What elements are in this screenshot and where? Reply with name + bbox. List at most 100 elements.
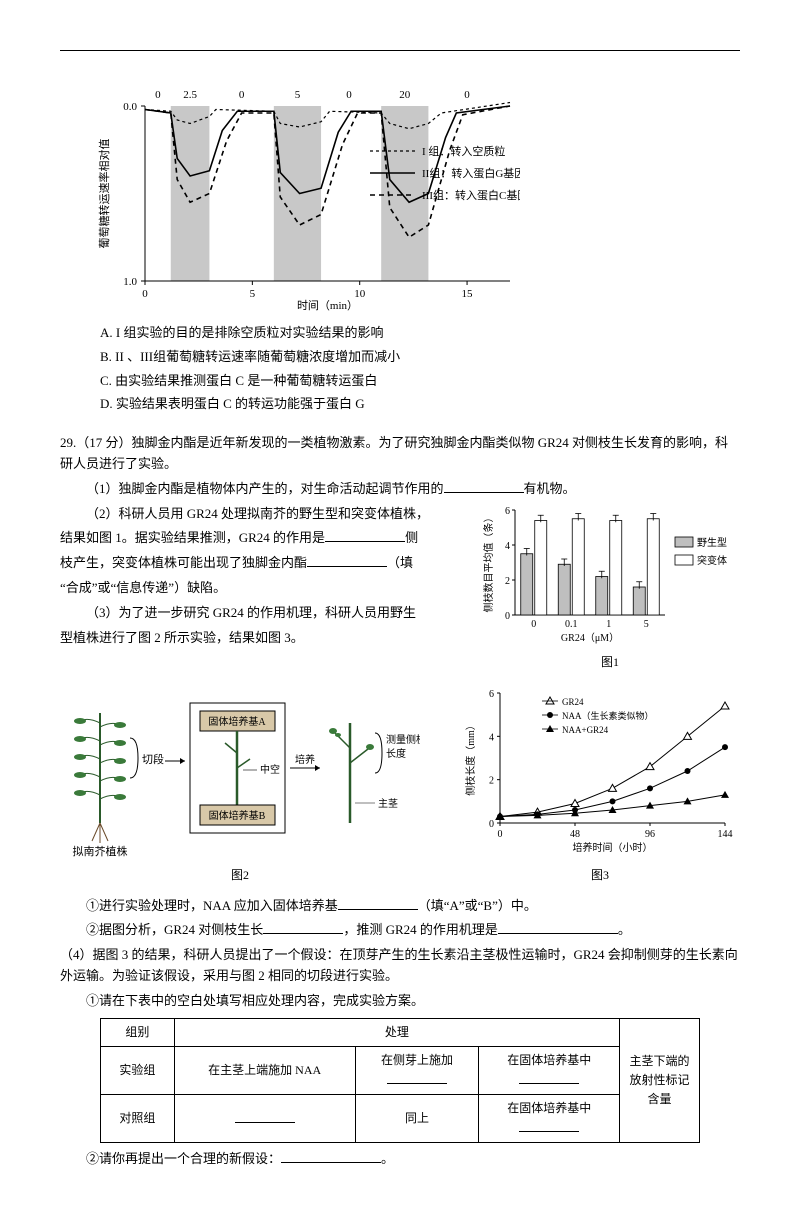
- q29-header: 29.（17 分）独脚金内酯是近年新发现的一类植物激素。为了研究独脚金内酯类似物…: [60, 433, 740, 475]
- svg-text:5: 5: [250, 288, 256, 300]
- svg-text:侧枝长度（mm）: 侧枝长度（mm）: [464, 720, 477, 796]
- svg-text:0: 0: [498, 829, 503, 840]
- q29-p4-2a: ②请你再提出一个合理的新假设：: [86, 1151, 281, 1166]
- fig3-svg: 024604896144培养时间（小时）侧枝长度（mm）GR24NAA（生长素类…: [460, 683, 740, 858]
- blank: [307, 553, 387, 567]
- svg-text:96: 96: [645, 829, 655, 840]
- svg-text:2.5: 2.5: [183, 89, 197, 101]
- svg-text:0: 0: [155, 89, 161, 101]
- q29-p1a: （1）独脚金内酯是植物体内产生的，对生命活动起调节作用的: [86, 481, 444, 496]
- svg-text:6: 6: [489, 689, 494, 700]
- q29-sub2: ②据图分析，GR24 对侧枝生长 ，推测 GR24 的作用机理是 。: [60, 920, 740, 941]
- svg-text:6: 6: [505, 506, 510, 517]
- blank: [325, 528, 405, 542]
- blank: [235, 1109, 295, 1123]
- svg-text:NAA+GR24: NAA+GR24: [562, 725, 609, 735]
- svg-text:0: 0: [464, 89, 470, 101]
- blank: [263, 920, 343, 934]
- option-c: C. 由实验结果推测蛋白 C 是一种葡萄糖转运蛋白: [100, 371, 740, 392]
- svg-text:GR24: GR24: [562, 697, 584, 707]
- fig1-svg: 0 2 4 6 0 0.1 1 5 GR24（μM） 侧枝数目平均值（条） 野生型突变体: [480, 500, 740, 645]
- q29-p2c-a: 枝产生，突变体植株可能出现了独脚金内酯: [60, 555, 307, 570]
- blank: [519, 1118, 579, 1132]
- svg-text:144: 144: [718, 829, 733, 840]
- page-rule: [60, 50, 740, 51]
- svg-text:2: 2: [505, 576, 510, 587]
- svg-text:0.0: 0.0: [123, 101, 137, 113]
- svg-text:0: 0: [531, 619, 536, 630]
- option-a: A. I 组实验的目的是排除空质粒对实验结果的影响: [100, 323, 740, 344]
- cell-text: 在固体培养基中: [507, 1053, 591, 1067]
- fig3-container: 024604896144培养时间（小时）侧枝长度（mm）GR24NAA（生长素类…: [460, 683, 740, 886]
- fig2-container: 拟南芥植株切段固体培养基A中空固体培养基B培养测量侧枝长度主茎 图2: [60, 683, 420, 886]
- cell-text: 在固体培养基中: [507, 1101, 591, 1115]
- svg-text:0: 0: [489, 819, 494, 830]
- q29-p1: （1）独脚金内酯是植物体内产生的，对生命活动起调节作用的有机物。: [60, 479, 740, 500]
- svg-text:5: 5: [295, 89, 301, 101]
- q29-p4-2b: 。: [381, 1151, 394, 1166]
- cell-group: 实验组: [101, 1046, 175, 1094]
- cell-group: 对照组: [101, 1095, 175, 1143]
- svg-text:野生型: 野生型: [697, 536, 727, 549]
- cell: 在固体培养基中: [479, 1046, 620, 1094]
- svg-text:GR24（μM）: GR24（μM）: [561, 632, 619, 644]
- svg-text:主茎: 主茎: [378, 798, 398, 810]
- q29-sub1b: （填“A”或“B”）中。: [418, 898, 537, 913]
- svg-text:葡萄糖转运速率相对值: 葡萄糖转运速率相对值: [97, 139, 111, 249]
- svg-text:0: 0: [239, 89, 245, 101]
- glucose-transport-chart: 02.5050200葡萄糖浓度（mM）0.01.0051015时间（min）葡萄…: [90, 81, 520, 311]
- q29-p2c-b: （填: [387, 555, 413, 570]
- svg-text:1.0: 1.0: [123, 276, 137, 288]
- svg-text:5: 5: [644, 619, 649, 630]
- svg-text:48: 48: [570, 829, 580, 840]
- cell-text: 在侧芽上施加: [381, 1053, 453, 1067]
- option-d: D. 实验结果表明蛋白 C 的转运功能强于蛋白 G: [100, 394, 740, 415]
- svg-text:侧枝数目平均值（条）: 侧枝数目平均值（条）: [482, 512, 495, 612]
- fig2-svg: 拟南芥植株切段固体培养基A中空固体培养基B培养测量侧枝长度主茎: [60, 683, 420, 858]
- svg-text:时间（min）: 时间（min）: [297, 299, 358, 311]
- svg-text:20: 20: [399, 89, 411, 101]
- svg-text:突变体: 突变体: [697, 554, 727, 567]
- q29-p4-1: ①请在下表中的空白处填写相应处理内容，完成实验方案。: [60, 991, 740, 1012]
- experiment-table: 组别 处理 主茎下端的放射性标记含量 实验组 在主茎上端施加 NAA 在侧芽上施…: [100, 1018, 700, 1144]
- svg-text:切段: 切段: [142, 752, 164, 766]
- svg-text:固体培养基A: 固体培养基A: [208, 715, 266, 728]
- table-row: 对照组 同上 在固体培养基中: [101, 1095, 700, 1143]
- svg-text:4: 4: [489, 732, 494, 743]
- blank: [387, 1070, 447, 1084]
- blank: [519, 1070, 579, 1084]
- svg-text:长度: 长度: [386, 747, 406, 760]
- svg-text:培养: 培养: [295, 753, 315, 766]
- cell: [174, 1095, 355, 1143]
- col-group: 组别: [101, 1018, 175, 1046]
- svg-text:0: 0: [142, 288, 148, 300]
- q29-p2b-a: 结果如图 1。据实验结果推测，GR24 的作用是: [60, 530, 325, 545]
- fig1-container: 0 2 4 6 0 0.1 1 5 GR24（μM） 侧枝数目平均值（条） 野生型突变体 图1: [480, 500, 740, 673]
- svg-text:培养时间（小时）: 培养时间（小时）: [573, 841, 653, 854]
- svg-text:4: 4: [505, 541, 510, 552]
- q29-sub2a: ②据图分析，GR24 对侧枝生长: [86, 922, 263, 937]
- svg-text:拟南芥植株: 拟南芥植株: [73, 844, 128, 858]
- q29-p4: （4）据图 3 的结果，科研人员提出了一个假设：在顶芽产生的生长素沿主茎极性运输…: [60, 945, 740, 987]
- svg-text:10: 10: [354, 288, 366, 300]
- svg-text:0.1: 0.1: [565, 619, 578, 630]
- blank: [338, 896, 418, 910]
- svg-text:1: 1: [606, 619, 611, 630]
- fig1-caption: 图1: [480, 653, 740, 672]
- question-29: 29.（17 分）独脚金内酯是近年新发现的一类植物激素。为了研究独脚金内酯类似物…: [60, 433, 740, 1170]
- col-treatment: 处理: [174, 1018, 619, 1046]
- chart1-svg: 02.5050200葡萄糖浓度（mM）0.01.0051015时间（min）葡萄…: [90, 81, 520, 311]
- fig2-fig3-row: 拟南芥植株切段固体培养基A中空固体培养基B培养测量侧枝长度主茎 图2 02460…: [60, 683, 740, 886]
- cell: 同上: [355, 1095, 479, 1143]
- cell: 在侧芽上施加: [355, 1046, 479, 1094]
- q29-sub1a: ①进行实验处理时，NAA 应加入固体培养基: [86, 898, 338, 913]
- q29-sub1: ①进行实验处理时，NAA 应加入固体培养基 （填“A”或“B”）中。: [60, 896, 740, 917]
- col-detect: 主茎下端的放射性标记含量: [620, 1018, 700, 1143]
- svg-text:测量侧枝: 测量侧枝: [386, 733, 420, 746]
- q29-p2b-b: 侧: [405, 530, 418, 545]
- svg-text:0: 0: [505, 611, 510, 622]
- chart1-container: 02.5050200葡萄糖浓度（mM）0.01.0051015时间（min）葡萄…: [90, 81, 740, 311]
- q29-sub2b: ，推测 GR24 的作用机理是: [343, 922, 498, 937]
- svg-text:I 组：转入空质粒: I 组：转入空质粒: [422, 144, 505, 158]
- q29-sub2c: 。: [618, 922, 631, 937]
